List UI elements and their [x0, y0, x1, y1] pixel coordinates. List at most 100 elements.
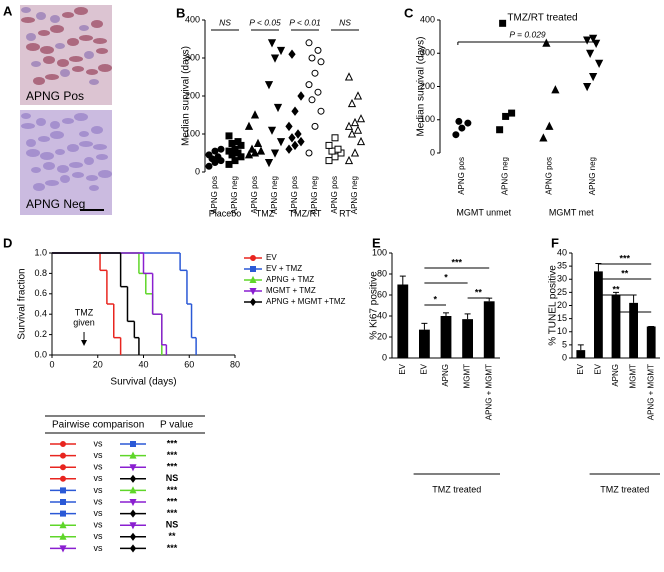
marker: [542, 38, 551, 47]
cell: [60, 69, 70, 77]
cell: [26, 43, 40, 51]
group-label: TMZ treated: [600, 484, 649, 494]
marker: [458, 124, 466, 132]
pair-vs: vs: [94, 485, 104, 495]
cell: [79, 25, 89, 31]
significance-label: *: [444, 272, 448, 282]
cell: [86, 175, 98, 181]
marker: [583, 36, 592, 45]
marker: [60, 487, 66, 494]
cell: [84, 157, 94, 165]
cell: [33, 183, 45, 191]
cell: [40, 46, 54, 54]
y-tick-label: 30: [557, 274, 567, 284]
cell: [84, 51, 94, 59]
cell: [79, 35, 93, 41]
p-value: ***: [167, 438, 178, 448]
pair-vs: vs: [94, 438, 104, 448]
x-tick-label: APNG neg: [270, 176, 279, 214]
significance-label: **: [630, 301, 638, 311]
marker: [499, 19, 507, 27]
x-tick-label: APNG neg: [230, 176, 239, 214]
panel-letter: E: [372, 235, 381, 250]
pair-vs: vs: [94, 496, 104, 506]
x-tick-label: EV: [576, 363, 585, 374]
marker: [250, 255, 256, 261]
marker: [308, 54, 316, 62]
marker: [452, 131, 460, 139]
y-tick-label: 0: [430, 147, 435, 157]
marker: [496, 126, 504, 134]
y-tick-label: 200: [185, 90, 200, 100]
marker: [325, 157, 333, 165]
x-tick-label: MGMT: [629, 364, 638, 389]
chart-title: TMZ/RT treated: [507, 13, 577, 24]
bar: [440, 316, 452, 358]
group-label: MGMT unmet: [456, 207, 511, 217]
p-value: ***: [167, 508, 178, 518]
cell: [57, 59, 69, 67]
marker: [331, 153, 339, 161]
marker: [595, 59, 604, 68]
marker: [285, 121, 293, 132]
group-label: TMZ treated: [432, 484, 481, 494]
cell: [60, 175, 70, 183]
y-axis-label: Median survival (days): [181, 46, 192, 146]
legend-label: APNG + TMZ: [266, 275, 314, 284]
marker: [225, 132, 233, 140]
marker: [214, 153, 222, 161]
cell: [21, 17, 35, 23]
x-tick-label: APNG neg: [310, 176, 319, 214]
y-tick-label: 1.0: [34, 247, 47, 257]
bar: [594, 271, 603, 358]
marker: [344, 121, 354, 130]
marker: [267, 126, 277, 135]
marker: [60, 464, 66, 471]
y-tick-label: 200: [420, 81, 435, 91]
p-value: NS: [166, 520, 179, 530]
marker: [297, 136, 305, 147]
y-tick-label: 80: [377, 268, 387, 278]
p-value: ***: [167, 496, 178, 506]
y-axis-label: % TUNEL positive: [548, 265, 559, 346]
group-label: MGMT met: [549, 207, 594, 217]
x-tick-label: APNG neg: [350, 176, 359, 214]
marker: [273, 103, 283, 113]
cell: [91, 126, 103, 134]
y-tick-label: 15: [557, 313, 567, 323]
cell: [86, 69, 98, 75]
cell: [26, 33, 36, 41]
comparison-label: NS: [219, 17, 231, 27]
significance-label: **: [475, 287, 483, 297]
bar: [419, 329, 430, 358]
marker: [253, 138, 263, 147]
cell: [93, 144, 107, 150]
x-tick-label: APNG neg: [588, 157, 597, 195]
marker: [129, 451, 137, 459]
panel-letter: B: [176, 5, 185, 20]
y-tick-label: 25: [557, 287, 567, 297]
y-tick-label: 35: [557, 261, 567, 271]
image-label: APNG Neg: [26, 197, 85, 211]
marker: [217, 145, 225, 153]
cells: [21, 7, 112, 191]
x-tick-label: EV: [420, 363, 429, 374]
marker: [334, 145, 342, 153]
marker: [356, 114, 366, 123]
cell: [69, 162, 83, 168]
cell: [40, 152, 54, 160]
cell: [98, 170, 112, 178]
cell: [50, 25, 64, 33]
cell: [91, 20, 103, 28]
cell: [93, 38, 107, 44]
p-value: ***: [167, 462, 178, 472]
marker: [60, 499, 66, 505]
marker: [551, 85, 560, 94]
x-tick-label: 80: [230, 359, 240, 369]
marker: [129, 486, 137, 494]
marker: [331, 134, 339, 142]
y-tick-label: 100: [185, 128, 200, 138]
x-tick-label: 0: [49, 359, 54, 369]
group-label: TMZ: [256, 208, 275, 218]
cell: [21, 7, 31, 13]
